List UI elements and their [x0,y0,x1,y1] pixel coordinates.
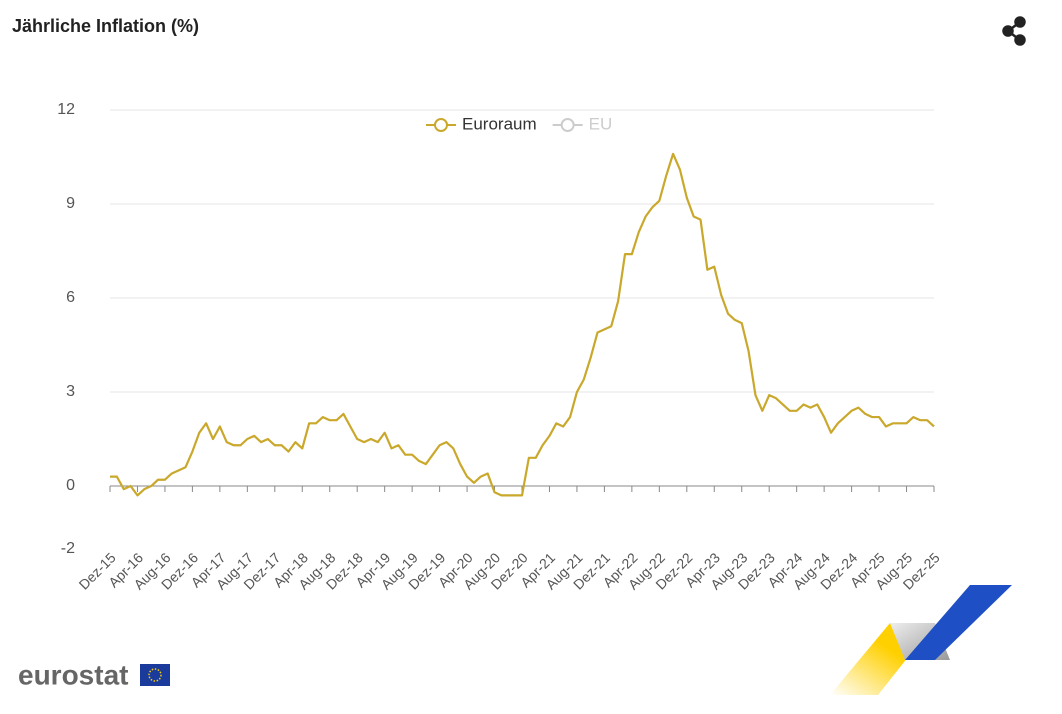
legend-label: EU [589,114,613,133]
series-line [110,152,935,497]
y-tick-label: 0 [66,477,75,494]
share-icon[interactable] [1002,16,1026,46]
legend-item[interactable]: Euroraum [426,114,537,133]
y-tick-label: -2 [61,540,75,557]
logo-text: eurostat [18,659,128,690]
legend-label: Euroraum [462,114,537,133]
y-tick-label: 9 [66,195,75,212]
chart-title: Jährliche Inflation (%) [12,16,199,36]
eu-flag [140,664,170,686]
legend-item[interactable]: EU [552,114,613,133]
y-tick-label: 12 [57,101,75,118]
legend-marker [434,118,448,132]
legend-marker [560,118,575,132]
y-tick-label: 6 [66,289,75,306]
y-tick-label: 3 [66,383,75,400]
decor [830,585,1012,695]
